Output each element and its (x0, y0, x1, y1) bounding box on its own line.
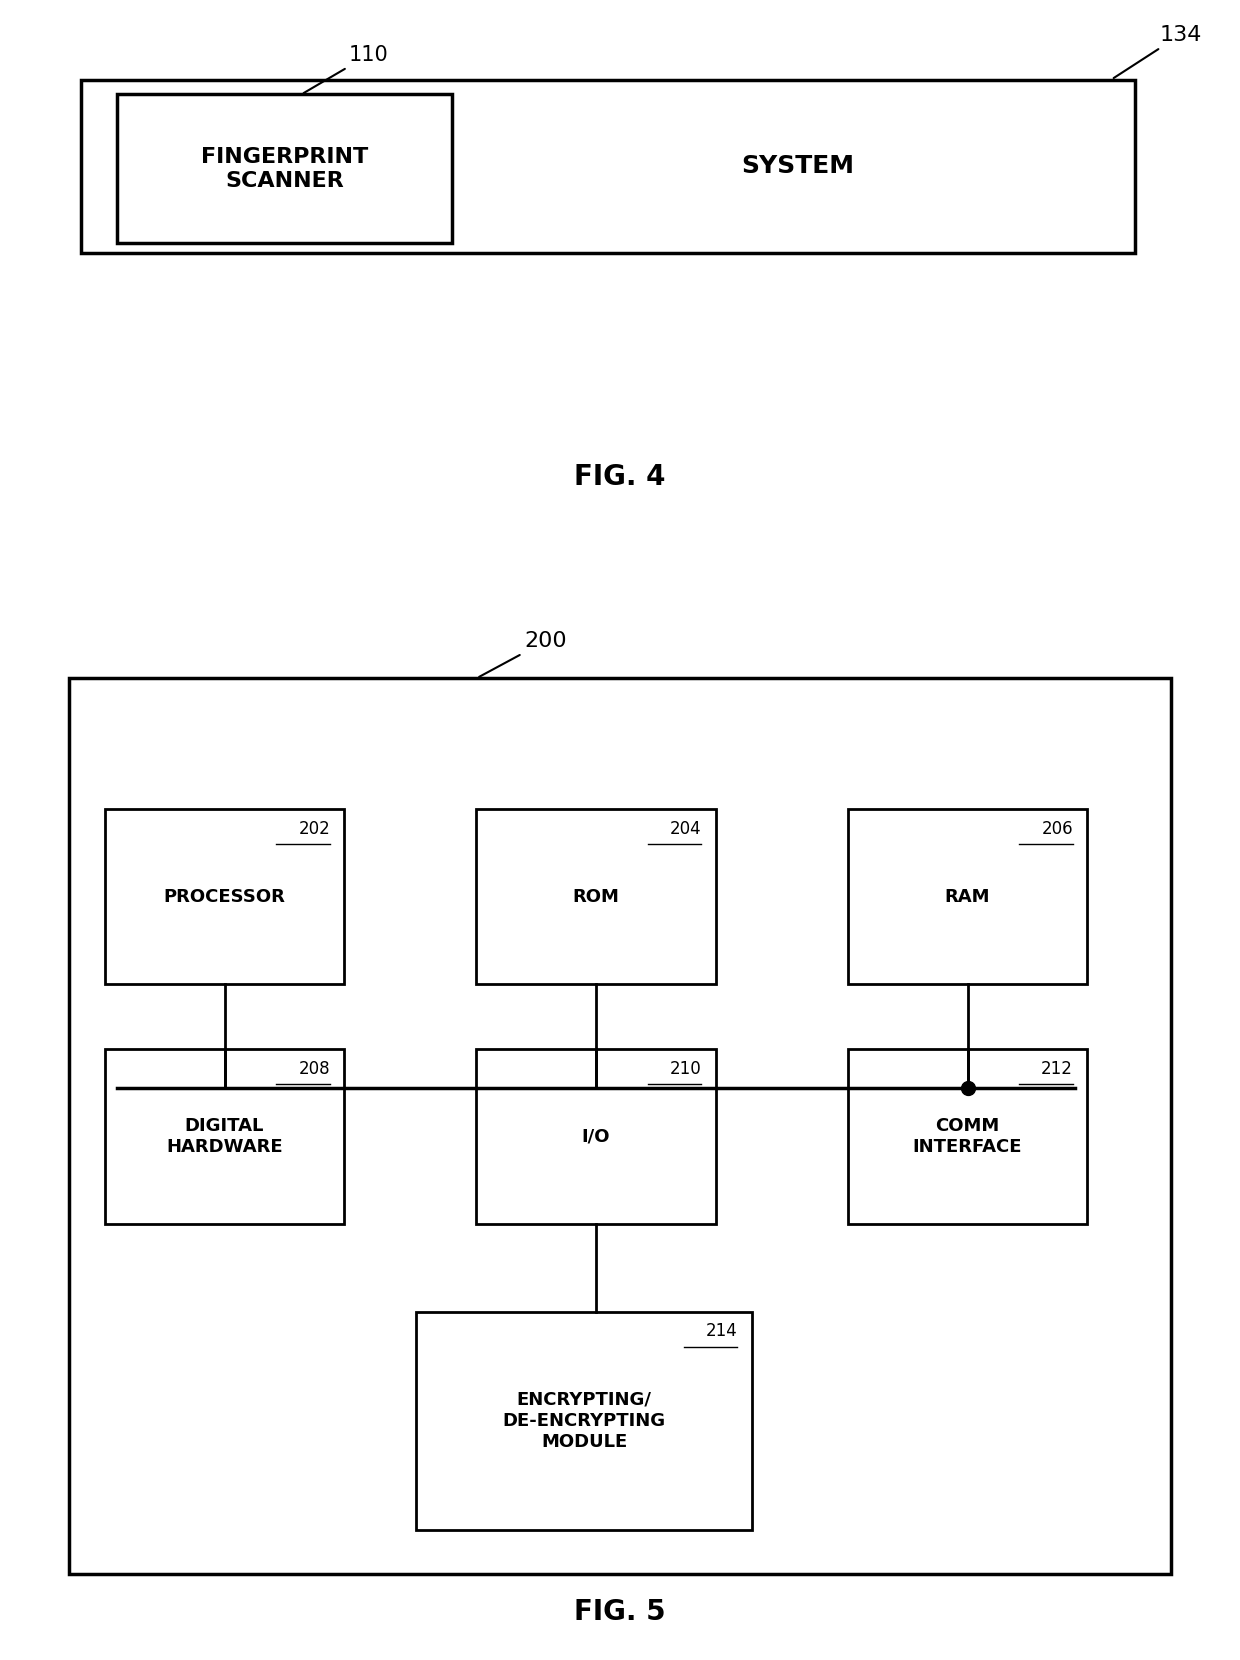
Bar (81, 80, 1136, 254)
Text: 200: 200 (479, 631, 567, 677)
Bar (476, 808, 715, 984)
Text: SYSTEM: SYSTEM (742, 154, 854, 178)
Text: I/O: I/O (582, 1127, 610, 1145)
Bar (117, 95, 453, 244)
Text: 208: 208 (299, 1061, 330, 1079)
Bar (104, 1049, 345, 1223)
Text: COMM
INTERFACE: COMM INTERFACE (913, 1117, 1022, 1157)
Text: RAM: RAM (945, 888, 991, 906)
Bar (848, 808, 1087, 984)
Text: FINGERPRINT
SCANNER: FINGERPRINT SCANNER (201, 148, 368, 191)
Bar (476, 1049, 715, 1223)
Text: 210: 210 (670, 1061, 702, 1079)
Text: 212: 212 (1042, 1061, 1073, 1079)
Text: ENCRYPTING/
DE-ENCRYPTING
MODULE: ENCRYPTING/ DE-ENCRYPTING MODULE (502, 1391, 666, 1451)
Bar (104, 808, 345, 984)
Bar (68, 679, 1172, 1574)
Text: 206: 206 (1042, 820, 1073, 838)
Text: DIGITAL
HARDWARE: DIGITAL HARDWARE (166, 1117, 283, 1157)
Text: PROCESSOR: PROCESSOR (164, 888, 285, 906)
Bar (417, 1311, 751, 1531)
Text: 202: 202 (299, 820, 330, 838)
Text: FIG. 5: FIG. 5 (574, 1599, 666, 1625)
Text: 214: 214 (706, 1323, 738, 1341)
Text: 134: 134 (1114, 25, 1202, 78)
Text: FIG. 4: FIG. 4 (574, 463, 666, 491)
Bar (848, 1049, 1087, 1223)
Text: ROM: ROM (573, 888, 620, 906)
Text: 110: 110 (304, 45, 389, 93)
Text: 204: 204 (670, 820, 702, 838)
